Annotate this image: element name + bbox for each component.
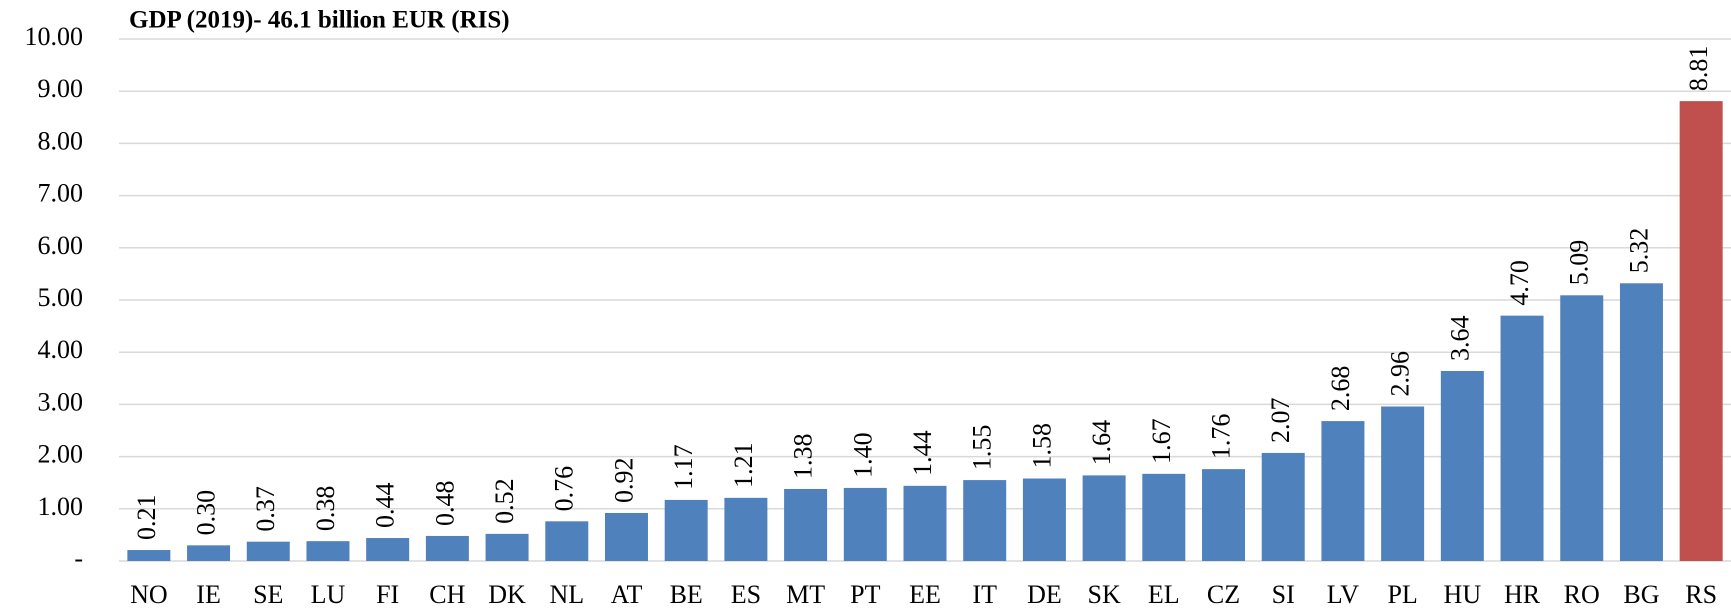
bar (1560, 295, 1604, 561)
bar (425, 535, 469, 561)
data-label: 2.07 (1266, 397, 1295, 443)
x-tick-label: PT (850, 580, 880, 609)
data-label: 0.30 (192, 490, 221, 536)
bar (1202, 469, 1246, 561)
data-label: 1.76 (1206, 414, 1235, 460)
bar (604, 512, 648, 561)
y-tick-label: 6.00 (38, 231, 84, 260)
bar (306, 541, 350, 561)
data-label: 8.81 (1684, 46, 1713, 92)
x-tick-label: FI (376, 580, 399, 609)
data-label: 0.76 (550, 466, 579, 512)
x-tick-label: BE (670, 580, 703, 609)
bar (724, 497, 768, 561)
y-tick-label: 9.00 (38, 74, 84, 103)
x-tick-label: ES (731, 580, 761, 609)
data-label: 2.68 (1326, 366, 1355, 412)
bar (903, 485, 947, 561)
y-tick-label: 3.00 (38, 387, 84, 416)
data-label: 0.37 (251, 486, 280, 532)
data-label: 3.64 (1445, 315, 1474, 361)
x-tick-label: SE (253, 580, 283, 609)
bar (1261, 452, 1305, 561)
chart-title: GDP (2019)- 46.1 billion EUR (RIS) (129, 7, 510, 34)
x-tick-label: HU (1444, 580, 1482, 609)
bar (1440, 370, 1484, 561)
y-tick-label: - (74, 544, 83, 573)
x-tick-label: BG (1623, 580, 1659, 609)
x-tick-label: LV (1327, 580, 1359, 609)
x-tick-label: CZ (1207, 580, 1240, 609)
bar (963, 480, 1007, 561)
x-tick-label: NO (130, 580, 168, 609)
x-tick-label: RO (1564, 580, 1600, 609)
data-label: 1.44 (908, 430, 937, 476)
bar (1619, 283, 1663, 561)
y-tick-label: 1.00 (38, 492, 84, 521)
x-tick-label: CH (429, 580, 465, 609)
data-label: 1.40 (848, 432, 877, 478)
bar (1142, 473, 1186, 561)
x-tick-label: DK (488, 580, 526, 609)
y-tick-label: 10.00 (25, 22, 84, 51)
data-label: 0.21 (132, 495, 161, 541)
bar (187, 545, 231, 561)
x-tick-label: AT (611, 580, 643, 609)
x-tick-label: SK (1087, 580, 1120, 609)
x-tick-label: DE (1027, 580, 1062, 609)
x-tick-label: IE (196, 580, 221, 609)
data-label: 0.48 (430, 480, 459, 526)
data-label: 0.92 (609, 457, 638, 503)
y-tick-label: 5.00 (38, 283, 84, 312)
data-label: 1.58 (1027, 423, 1056, 469)
x-tick-label: NL (549, 580, 584, 609)
bar (545, 521, 589, 561)
data-label: 2.96 (1386, 351, 1415, 397)
x-tick-label: LU (311, 580, 346, 609)
bar (1082, 475, 1126, 561)
data-label: 0.38 (311, 486, 340, 532)
x-tick-label: MT (786, 580, 825, 609)
data-label: 1.17 (669, 444, 698, 490)
bar (1321, 421, 1365, 561)
x-tick-label: HR (1504, 580, 1541, 609)
bar (127, 550, 171, 561)
bar (366, 538, 410, 561)
bar (1679, 101, 1723, 562)
data-label: 1.38 (789, 433, 818, 479)
bar (485, 533, 529, 561)
bar (1022, 478, 1066, 561)
bar (843, 487, 887, 561)
bar (1381, 406, 1425, 561)
bar (246, 541, 290, 561)
data-label: 1.55 (968, 425, 997, 471)
data-label: 1.21 (729, 442, 758, 488)
data-label: 4.70 (1505, 260, 1534, 306)
x-tick-label: EL (1148, 580, 1180, 609)
y-tick-label: 4.00 (38, 335, 84, 364)
bar (784, 488, 828, 561)
data-label: 5.32 (1624, 228, 1653, 274)
y-tick-label: 7.00 (38, 179, 84, 208)
x-tick-label: EE (909, 580, 941, 609)
bar (664, 499, 708, 561)
data-label: 1.64 (1087, 420, 1116, 466)
bar (1500, 315, 1544, 561)
x-tick-label: RS (1685, 580, 1717, 609)
y-tick-label: 8.00 (38, 126, 84, 155)
data-label: 1.67 (1147, 418, 1176, 464)
data-label: 0.44 (371, 483, 400, 529)
x-tick-label: IT (972, 580, 997, 609)
data-label: 5.09 (1565, 240, 1594, 286)
y-tick-label: 2.00 (38, 440, 84, 469)
data-label: 0.52 (490, 478, 519, 524)
x-tick-label: PL (1387, 580, 1417, 609)
x-tick-label: SI (1272, 580, 1295, 609)
